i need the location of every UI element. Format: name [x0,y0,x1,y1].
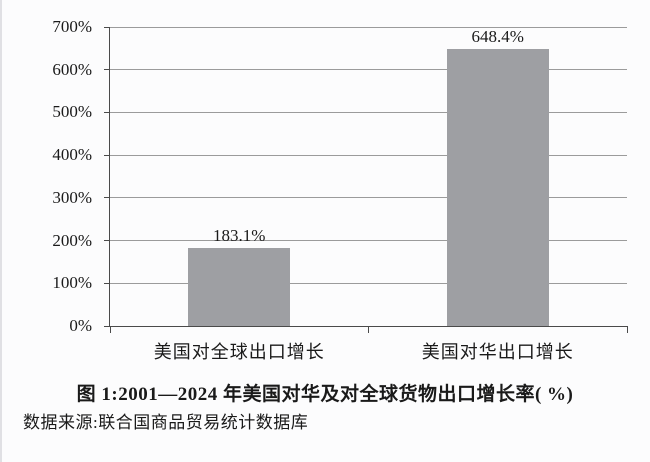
bar-1 [188,248,291,326]
y-axis-tick [104,197,110,199]
y-axis-tick [104,69,110,71]
figure-caption: 图 1:2001—2024 年美国对华及对全球货物出口增长率( %) [76,384,574,405]
y-axis-tick-label: 0% [69,316,92,335]
y-axis-tick [104,282,110,284]
x-axis-tick [368,326,369,333]
bar-2 [446,49,549,326]
gridline [110,69,627,71]
x-axis-tick [626,326,628,333]
y-axis-tick-label: 300% [52,187,92,207]
gridline [110,240,627,242]
bar-chart: 0% 100% 200% 300% 400% 500% 600% 700% 183.1% 美国对全… [52,17,628,362]
y-axis-tick [104,26,110,28]
data-source-note: 数据来源:联合国商品贸易统计数据库 [23,413,309,432]
y-axis-tick-label: 200% [52,230,92,250]
bar-value-label: 183.1% [213,226,266,245]
y-axis-tick [104,240,110,242]
y-axis-tick-label: 600% [52,59,92,79]
category-label: 美国对全球出口增长 [153,342,325,362]
gridline [110,197,627,199]
y-axis-tick-label: 700% [52,17,92,36]
gridline [110,154,627,156]
y-axis-line [109,27,110,327]
y-axis-tick [104,325,110,327]
category-label: 美国对华出口增长 [421,342,574,362]
y-axis-tick [104,111,110,113]
x-axis-tick [109,326,111,333]
y-axis-tick-label: 400% [52,145,92,165]
y-axis-tick-label: 100% [52,273,92,293]
gridline [110,282,627,284]
y-axis-tick-label: 500% [52,102,92,122]
y-axis-tick [104,154,110,156]
gridline [110,111,627,113]
bar-value-label: 648.4% [471,27,524,46]
gridline [110,26,627,28]
